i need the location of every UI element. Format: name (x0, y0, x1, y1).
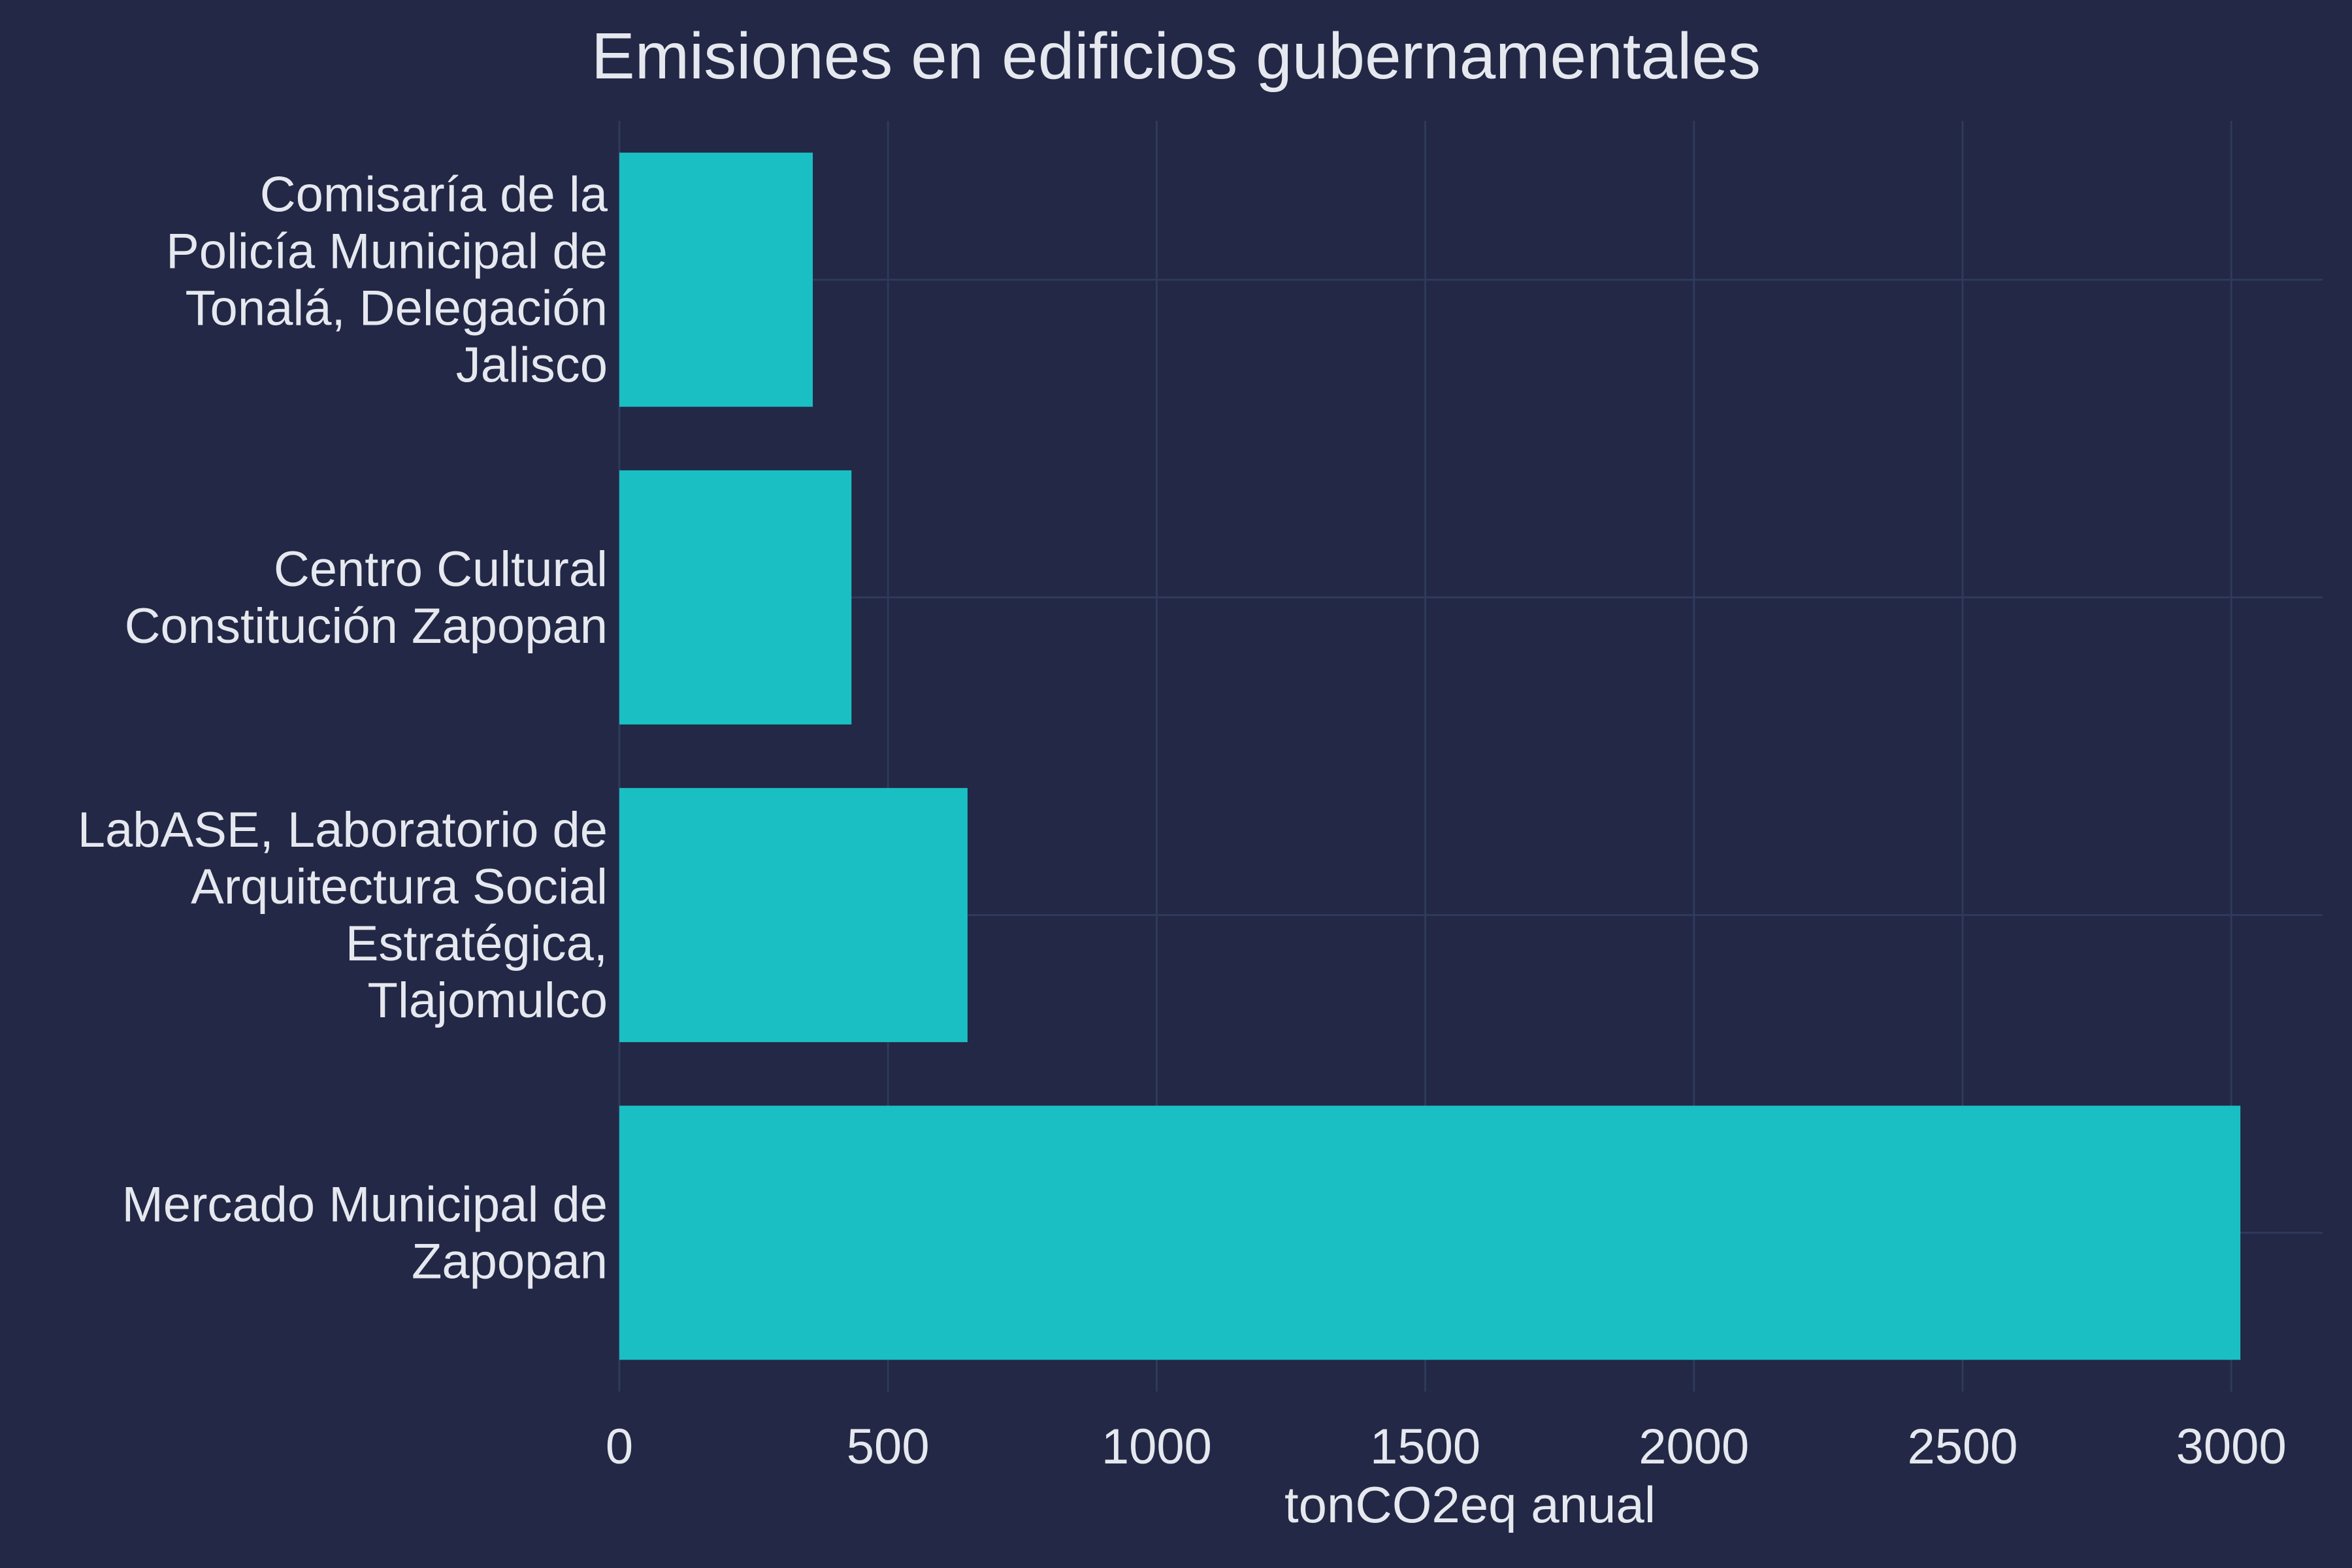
y-tick-label-line: Arquitectura Social (191, 859, 608, 915)
bar (619, 1105, 2241, 1360)
y-tick-label: Mercado Municipal de Zapopan (122, 1177, 608, 1289)
x-axis-label: tonCO2eq anual (1284, 1476, 1656, 1533)
y-tick-label-line: Comisaría de la (260, 167, 608, 223)
x-tick-label: 2500 (1907, 1419, 2017, 1475)
y-tick-label-line: Constitución Zapopan (125, 598, 608, 654)
y-axis-ticks: Comisaría de la Policía Municipal de Tonal… (78, 167, 608, 1290)
y-tick-label-line: Centro Cultural (274, 542, 608, 597)
x-tick-label: 500 (847, 1419, 930, 1475)
bar (619, 470, 852, 725)
x-axis-ticks: 0 500 1000 1500 2000 2500 3000 (606, 1419, 2287, 1475)
y-tick-label-line: Zapopan (412, 1233, 608, 1289)
y-tick-label-line: Jalisco (456, 338, 608, 393)
y-tick-label-line: Mercado Municipal de (122, 1177, 608, 1232)
x-tick-label: 2000 (1639, 1419, 1749, 1475)
bar (619, 788, 968, 1043)
y-tick-label-line: Estratégica, (346, 916, 608, 972)
chart-title: Emisiones en edificios gubernamentales (591, 20, 1761, 93)
y-tick-label-line: Tonalá, Delegación (186, 281, 608, 336)
x-tick-label: 1500 (1370, 1419, 1480, 1475)
y-tick-label: Centro Cultural Constitución Zapopan (125, 542, 608, 654)
y-tick-label-line: LabASE, Laboratorio de (78, 802, 608, 858)
y-tick-label: LabASE, Laboratorio de Arquitectura Socia… (78, 802, 608, 1028)
y-tick-label: Comisaría de la Policía Municipal de Tonal… (166, 167, 608, 393)
y-tick-label-line: Tlajomulco (368, 973, 608, 1028)
bar (619, 152, 813, 407)
y-tick-label-line: Policía Municipal de (166, 224, 608, 280)
x-tick-label: 3000 (2176, 1419, 2287, 1475)
bars (619, 152, 2241, 1360)
x-tick-label: 0 (606, 1419, 633, 1475)
x-tick-label: 1000 (1102, 1419, 1212, 1475)
